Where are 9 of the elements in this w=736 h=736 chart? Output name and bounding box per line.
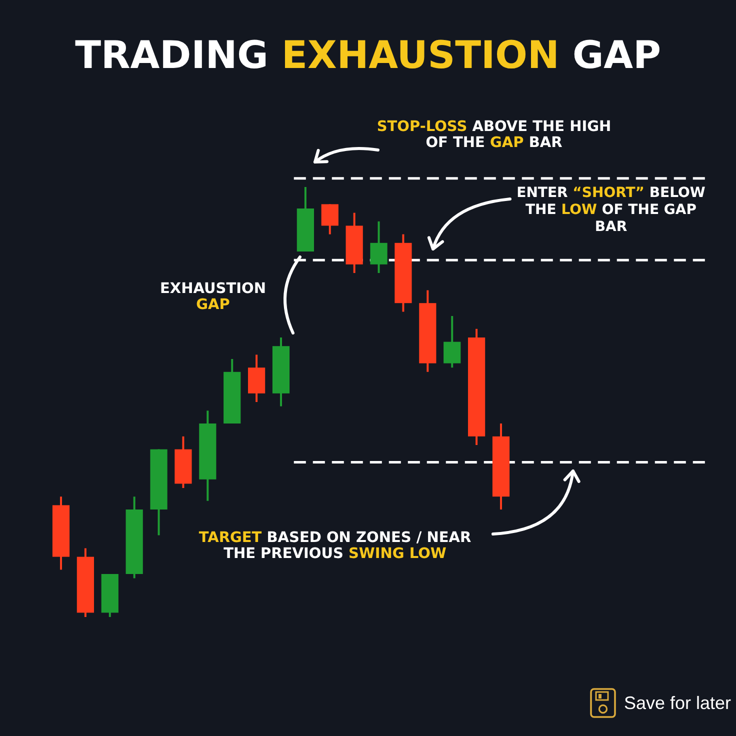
chart-title: TRADING EXHAUSTION GAP: [75, 33, 661, 77]
candlestick: [370, 220, 388, 274]
text: TARGET BASED ON ZONES / NEAR THE PREVIOUS SWING LOW: [198, 530, 472, 562]
candlestick: [321, 203, 338, 236]
annotation: EXHAUSTION GAP: [160, 281, 266, 313]
text: Save for later: [624, 693, 732, 713]
candlestick: [444, 315, 461, 369]
text: STOP-LOSS ABOVE THE HIGH OF THE GAP BAR: [376, 119, 612, 151]
text: ENTER “SHORT” BELOW THE LOW OF THE GAP BAR: [516, 185, 706, 235]
